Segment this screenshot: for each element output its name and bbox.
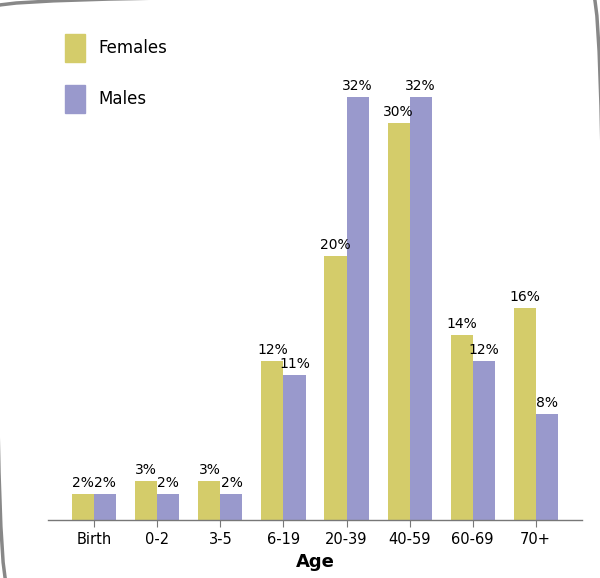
Bar bbox=[325, 255, 347, 520]
Bar bbox=[514, 309, 536, 520]
Bar bbox=[262, 361, 283, 520]
Text: 3%: 3% bbox=[199, 462, 220, 476]
Text: 16%: 16% bbox=[509, 291, 540, 305]
Bar bbox=[347, 97, 368, 520]
Text: 3%: 3% bbox=[136, 462, 157, 476]
Text: 11%: 11% bbox=[279, 357, 310, 370]
Text: 20%: 20% bbox=[320, 238, 351, 251]
Bar bbox=[199, 480, 220, 520]
Text: 12%: 12% bbox=[468, 343, 499, 357]
Text: 8%: 8% bbox=[536, 397, 557, 410]
Bar bbox=[410, 97, 431, 520]
Text: 2%: 2% bbox=[94, 476, 116, 490]
Text: 2%: 2% bbox=[221, 476, 242, 490]
Text: 30%: 30% bbox=[383, 105, 414, 119]
Text: 32%: 32% bbox=[405, 79, 436, 93]
Bar bbox=[220, 494, 242, 520]
Text: 2%: 2% bbox=[73, 476, 94, 490]
Text: 14%: 14% bbox=[446, 317, 477, 331]
Bar bbox=[473, 361, 494, 520]
Bar bbox=[388, 123, 410, 520]
Bar bbox=[536, 414, 558, 520]
Bar bbox=[94, 494, 116, 520]
Legend: Females, Males: Females, Males bbox=[56, 25, 175, 121]
Text: 2%: 2% bbox=[157, 476, 179, 490]
Bar bbox=[136, 480, 157, 520]
Bar bbox=[451, 335, 473, 520]
Text: 32%: 32% bbox=[342, 79, 373, 93]
Bar bbox=[72, 494, 94, 520]
Bar bbox=[283, 375, 305, 520]
Text: 12%: 12% bbox=[257, 343, 288, 357]
X-axis label: Age: Age bbox=[296, 553, 334, 570]
Bar bbox=[157, 494, 179, 520]
